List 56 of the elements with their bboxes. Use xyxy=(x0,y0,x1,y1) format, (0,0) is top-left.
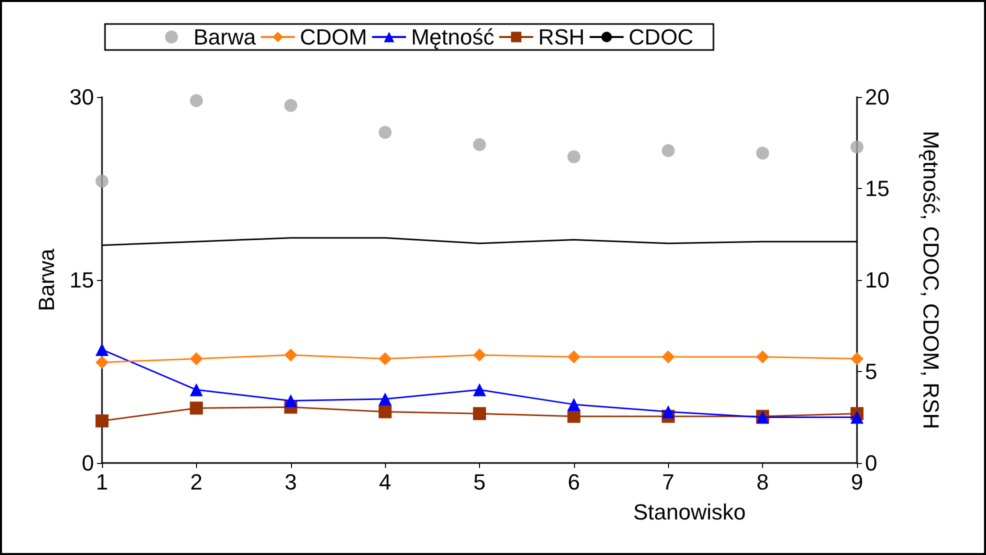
legend-label: Mętność xyxy=(411,24,494,50)
legend-label: CDOC xyxy=(628,24,694,50)
point xyxy=(850,352,864,366)
point xyxy=(756,146,770,160)
point xyxy=(378,352,392,366)
x-tick-label: 5 xyxy=(473,470,486,494)
x-tick-label: 2 xyxy=(190,470,202,494)
x-tick-label: 9 xyxy=(850,470,864,494)
point xyxy=(378,126,392,139)
point xyxy=(662,350,675,364)
point xyxy=(567,398,580,411)
point xyxy=(756,350,770,364)
point xyxy=(96,174,108,188)
point xyxy=(96,343,108,356)
point xyxy=(96,414,108,428)
point xyxy=(190,352,203,366)
point xyxy=(473,138,486,152)
point xyxy=(662,144,675,158)
point xyxy=(190,383,203,396)
y2-tick-label: 10 xyxy=(865,268,890,292)
point xyxy=(190,94,203,108)
x-axis-title: Stanowisko xyxy=(633,500,746,524)
y-tick-label: 0 xyxy=(82,450,94,476)
legend-label: CDOM xyxy=(300,24,368,50)
legend-label: Barwa xyxy=(194,24,257,50)
point xyxy=(284,394,298,408)
point xyxy=(473,407,486,420)
point xyxy=(190,402,203,415)
y-tick-label: 15 xyxy=(70,268,94,292)
legend-label: RSH xyxy=(538,24,585,50)
point xyxy=(662,405,675,418)
point xyxy=(284,99,298,112)
y2-tick-label: 15 xyxy=(865,176,890,201)
y2-tick-label: 20 xyxy=(865,84,890,110)
x-tick-label: 6 xyxy=(568,470,580,494)
y2-tick-label: 5 xyxy=(865,359,878,384)
point xyxy=(284,348,298,362)
point xyxy=(567,410,580,423)
x-tick-label: 8 xyxy=(756,470,769,494)
point xyxy=(850,410,864,424)
y2-axis-title: Mętność, CDOC, CDOM, RSH xyxy=(918,130,944,430)
x-tick-label: 4 xyxy=(379,470,392,494)
point xyxy=(567,150,580,164)
point xyxy=(378,392,392,406)
y2-tick-label: 0 xyxy=(865,450,878,476)
y-axis-title: Barwa xyxy=(34,248,60,312)
x-tick-label: 1 xyxy=(96,470,108,494)
x-tick-label: 7 xyxy=(662,470,674,494)
point xyxy=(567,350,580,364)
point xyxy=(473,383,486,396)
point xyxy=(96,356,108,369)
point xyxy=(378,405,392,418)
point xyxy=(473,348,486,362)
y-tick-label: 30 xyxy=(70,84,94,110)
point xyxy=(850,140,864,154)
x-tick-label: 3 xyxy=(284,470,297,494)
